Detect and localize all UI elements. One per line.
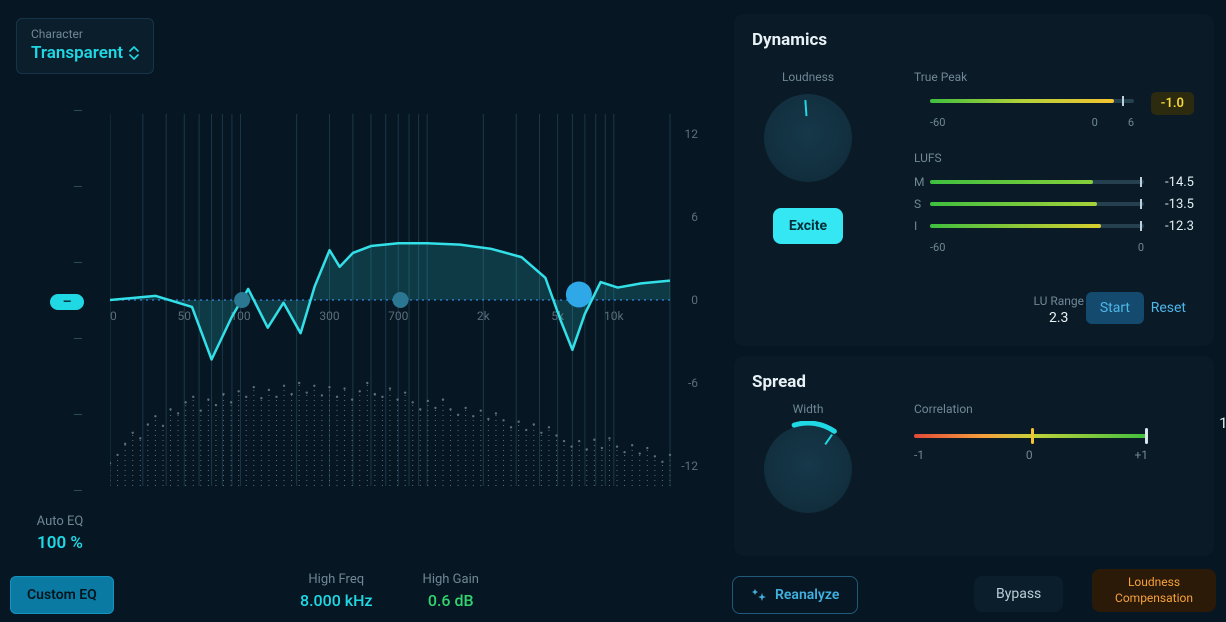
reanalyze-label: Reanalyze	[775, 587, 839, 603]
high-gain-value: 0.6 dB	[423, 591, 479, 610]
svg-text:6: 6	[691, 210, 698, 224]
bypass-button[interactable]: Bypass	[974, 576, 1063, 612]
lu-range-value: 2.3	[1033, 310, 1084, 326]
correlation-label: Correlation	[914, 402, 1194, 416]
width-knob[interactable]	[764, 425, 852, 513]
svg-text:0: 0	[691, 293, 698, 307]
svg-text:-6: -6	[688, 376, 698, 390]
correlation-value: 1.0	[1219, 414, 1226, 432]
svg-text:10k: 10k	[604, 309, 624, 323]
excite-button[interactable]: Excite	[773, 208, 843, 244]
eq-node-mid[interactable]	[393, 292, 409, 308]
correlation-meter	[914, 434, 1148, 438]
spread-title: Spread	[752, 372, 1196, 392]
loudness-knob-indicator	[804, 100, 807, 116]
lufs-row-i: I -12.3	[914, 217, 1194, 235]
high-gain-label: High Gain	[423, 572, 479, 587]
svg-text:-12: -12	[681, 459, 698, 473]
true-peak-meter: -1.0	[914, 92, 1194, 110]
sparkle-icon	[751, 587, 767, 603]
dynamics-panel: Dynamics Loudness Excite True Peak -1.0 …	[734, 14, 1214, 346]
lufs-label: LUFS	[914, 151, 1194, 165]
eq-readouts: High Freq 8.000 kHz High Gain 0.6 dB	[300, 572, 479, 610]
auto-eq-value: 100 %	[20, 533, 100, 553]
reanalyze-button[interactable]: Reanalyze	[732, 576, 858, 614]
loudness-knob[interactable]	[764, 94, 852, 182]
eq-node-low[interactable]	[234, 292, 250, 308]
svg-text:300: 300	[319, 309, 339, 323]
svg-text:2k: 2k	[477, 309, 491, 323]
svg-text:20: 20	[110, 309, 117, 323]
true-peak-scale: -60 0 6	[930, 116, 1134, 129]
svg-text:50: 50	[178, 309, 192, 323]
width-label: Width	[793, 402, 824, 416]
lufs-row-s: S -13.5	[914, 195, 1194, 213]
reset-button[interactable]: Reset	[1137, 292, 1200, 324]
auto-eq-label: Auto EQ	[20, 514, 100, 529]
lufs-row-m: M -14.5	[914, 173, 1194, 191]
lu-range: LU Range 2.3	[1033, 294, 1084, 326]
eq-graph[interactable]: 1260-6-1220501003007002k5k10k	[110, 100, 710, 500]
high-freq-label: High Freq	[300, 572, 373, 587]
chevron-sort-icon	[129, 46, 139, 60]
lufs-scale: -60 0	[930, 241, 1144, 254]
loudness-compensation-button[interactable]: Loudness Compensation	[1092, 569, 1216, 612]
svg-text:700: 700	[388, 309, 408, 323]
spread-panel: Spread Width Correlation 1.0 -1 0 +1	[734, 356, 1214, 556]
lu-range-label: LU Range	[1033, 294, 1084, 308]
true-peak-label: True Peak	[914, 70, 1194, 84]
character-dropdown[interactable]: Character Transparent	[16, 18, 154, 74]
loudness-label: Loudness	[764, 70, 852, 84]
width-knob-arc	[760, 421, 856, 517]
true-peak-value: -1.0	[1151, 92, 1194, 115]
custom-eq-button[interactable]: Custom EQ	[10, 576, 114, 614]
character-label: Character	[31, 27, 139, 41]
eq-region: Auto EQ 100 % 1260-6-1220501003007002k5k…	[50, 100, 690, 500]
correlation-scale: -1 0 +1	[914, 448, 1148, 462]
character-value: Transparent	[31, 43, 123, 63]
eq-node-high[interactable]	[566, 281, 592, 307]
start-button[interactable]: Start	[1086, 292, 1144, 324]
auto-eq-slider-handle[interactable]	[50, 294, 84, 310]
high-freq-value: 8.000 kHz	[300, 591, 373, 610]
dynamics-title: Dynamics	[752, 30, 1196, 50]
svg-text:12: 12	[685, 127, 699, 141]
